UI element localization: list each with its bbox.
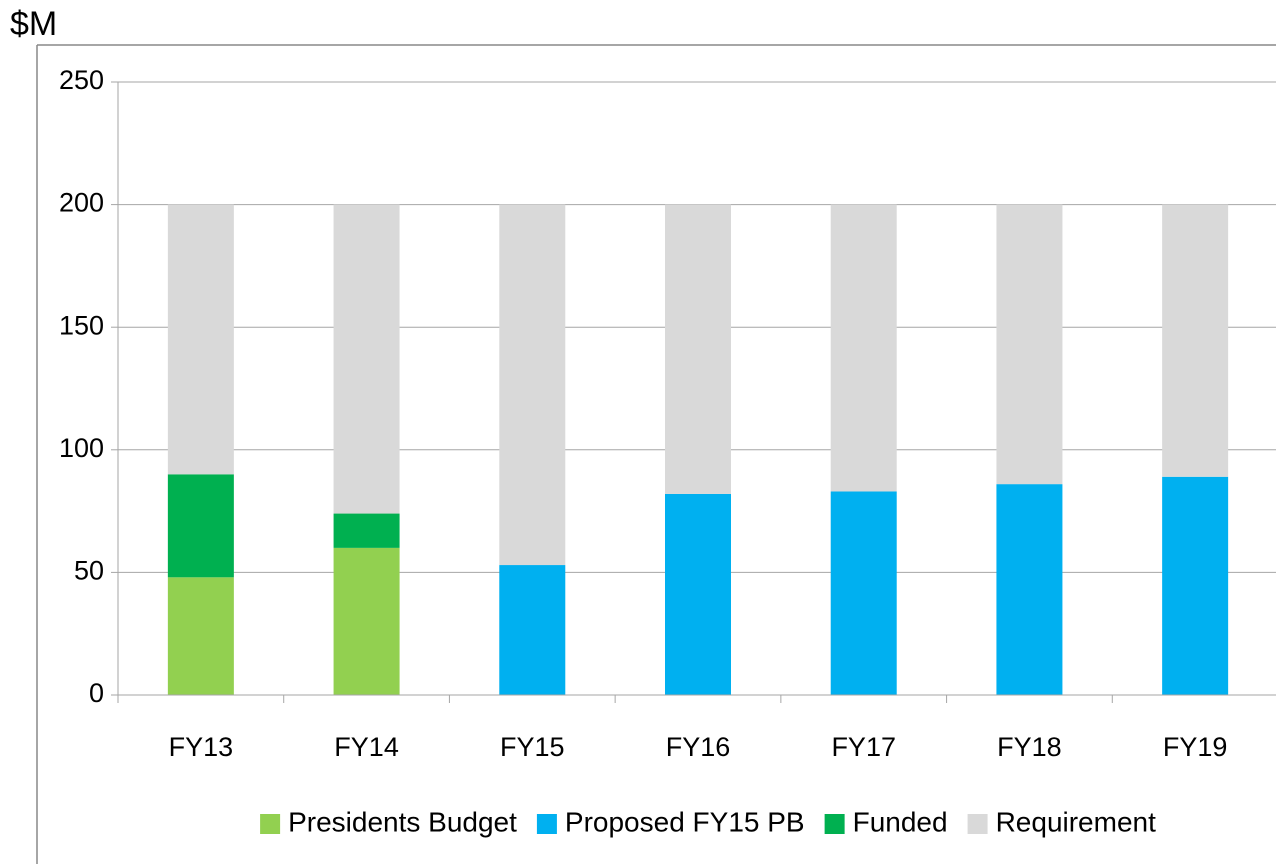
x-tick-label: FY18 [997, 732, 1062, 762]
legend-label: Proposed FY15 PB [565, 806, 805, 837]
bar-segment [333, 547, 400, 695]
bar-segment [830, 204, 897, 492]
y-tick-label: 250 [59, 65, 104, 95]
legend-swatch [260, 814, 281, 834]
y-tick-label: 150 [59, 310, 104, 340]
y-tick-label: 50 [74, 556, 104, 586]
legend-swatch [824, 814, 845, 834]
bar-segment [665, 493, 731, 695]
bar-segment [996, 204, 1063, 485]
x-tick-label: FY15 [500, 732, 565, 762]
bar-segment [333, 204, 400, 514]
bar-segment [830, 491, 897, 695]
y-axis-label: $M [10, 5, 57, 43]
y-tick-label: 0 [89, 678, 104, 708]
legend-label: Requirement [996, 806, 1157, 837]
bar-segment [167, 474, 234, 578]
x-tick-label: FY19 [1163, 732, 1228, 762]
bar-segment [167, 204, 234, 475]
bar-segment [996, 484, 1063, 695]
x-tick-label: FY13 [169, 732, 234, 762]
legend-label: Funded [853, 806, 948, 837]
x-tick-label: FY16 [666, 732, 731, 762]
bar-segment [1162, 476, 1229, 695]
legend-label: Presidents Budget [288, 806, 517, 837]
bar-segment [665, 204, 731, 494]
bar-segment [333, 513, 400, 548]
y-tick-label: 100 [59, 433, 104, 463]
y-tick-label: 200 [59, 188, 104, 218]
bar-segment [499, 565, 566, 695]
legend-swatch [967, 814, 988, 834]
bar-segment [499, 204, 566, 566]
x-tick-label: FY14 [334, 732, 399, 762]
bar-segment [1162, 204, 1229, 477]
legend-swatch [536, 814, 557, 834]
bar-segment [167, 577, 234, 695]
x-tick-label: FY17 [831, 732, 896, 762]
